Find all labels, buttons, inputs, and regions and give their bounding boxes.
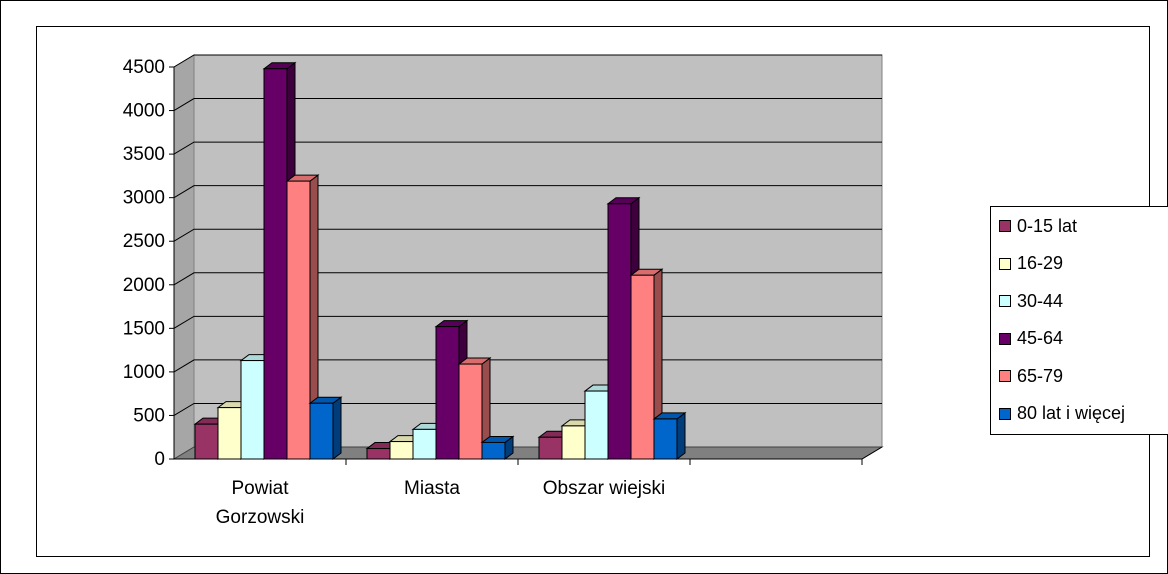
legend-label: 30-44	[1017, 290, 1064, 311]
legend-item: 16-29	[999, 253, 1063, 275]
y-tick-label: 500	[133, 405, 165, 426]
bar	[652, 411, 687, 460]
y-tick-label: 1000	[123, 362, 165, 383]
legend-swatch	[999, 370, 1011, 382]
bar	[457, 357, 492, 460]
legend-swatch	[999, 220, 1011, 232]
legend-label: 16-29	[1017, 253, 1064, 273]
legend-swatch	[999, 407, 1011, 420]
legend-label: 45-64	[1017, 328, 1064, 348]
x-axis-end	[861, 446, 883, 460]
y-tick-label: 1500	[123, 318, 165, 339]
gridline	[173, 228, 882, 242]
legend-swatch	[999, 332, 1011, 345]
legend-item: 80 lat i więcej	[999, 403, 1125, 425]
gridline	[173, 141, 882, 155]
legend-label: 0-15 lat	[1017, 215, 1078, 236]
gridline	[173, 54, 882, 68]
gridline	[173, 185, 882, 199]
gridline	[173, 98, 882, 111]
y-tick-label: 3000	[123, 188, 165, 209]
side-wall	[173, 54, 195, 460]
y-tick-label: 3500	[123, 144, 165, 165]
legend-label: 65-79	[1017, 365, 1064, 386]
y-tick-label: 4000	[123, 101, 165, 122]
y-tick-label: 0	[154, 449, 165, 470]
legend-item: 65-79	[999, 365, 1063, 387]
bar	[480, 435, 515, 460]
y-tick-label: 2500	[123, 231, 165, 252]
bar-chart: 0 500 1000 1500 2000 2500 3000 3500 4000 4500 Powi…	[123, 54, 884, 528]
legend: 0-15 lat 16-29 30-44 45-64 65-79 80 lat i wię…	[990, 206, 1168, 435]
x-category-label: Gorzowski	[216, 507, 305, 528]
legend-swatch	[999, 257, 1011, 270]
y-tick-label: 2000	[123, 275, 165, 296]
legend-label: 80 lat i więcej	[1017, 403, 1126, 423]
x-category-label: Obszar wiejski	[543, 478, 665, 499]
legend-item: 30-44	[999, 290, 1063, 312]
y-tick-label: 4500	[123, 57, 165, 78]
x-category-label: Miasta	[404, 478, 460, 499]
legend-swatch	[999, 295, 1011, 307]
bar	[308, 396, 343, 460]
legend-item: 0-15 lat	[999, 215, 1077, 237]
x-category-label: Powiat	[231, 478, 289, 499]
chart-frame: 0 500 1000 1500 2000 2500 3000 3500 4000 4500 Powi…	[36, 26, 1168, 557]
bar	[629, 268, 664, 460]
legend-item: 45-64	[999, 328, 1063, 350]
